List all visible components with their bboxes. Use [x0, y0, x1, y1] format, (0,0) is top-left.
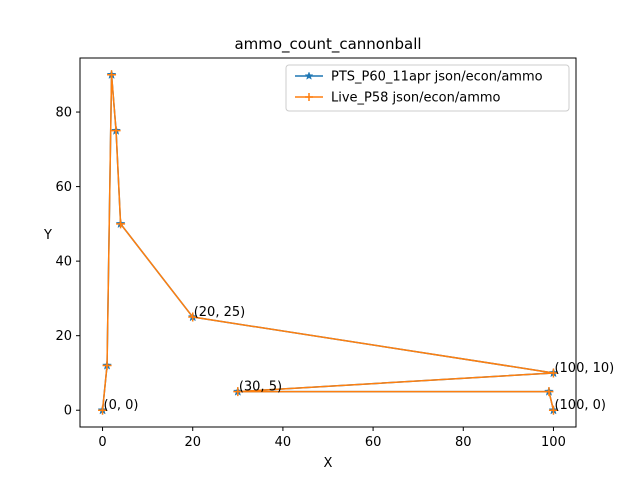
series-line: [101, 74, 555, 411]
y-tick-label: 80: [55, 106, 72, 121]
plot-frame: [79, 57, 577, 428]
chart-title: ammo_count_cannonball: [234, 35, 421, 54]
legend: PTS_P60_11apr json/econ/ammo Live_P58 jso…: [285, 64, 570, 112]
legend-item: PTS_P60_11apr json/econ/ammo: [295, 70, 543, 85]
legend-item: Live_P58 json/econ/ammo: [295, 91, 501, 106]
data-point-plus: [107, 70, 117, 80]
y-tick-label: 40: [55, 255, 72, 270]
legend-label: Live_P58 json/econ/ammo: [331, 91, 501, 106]
data-point-star: [304, 71, 314, 80]
series-2: [98, 70, 558, 415]
data-point-plus: [116, 219, 126, 229]
x-tick-label: 20: [184, 435, 201, 450]
y-tick-label: 20: [55, 329, 72, 344]
point-annotation: (100, 0): [554, 398, 606, 413]
data-point-plus: [102, 361, 112, 370]
data-point-plus: [548, 368, 558, 378]
data-point-plus: [111, 126, 121, 136]
point-annotation: (30, 5): [239, 380, 282, 395]
y-tick-label: 0: [64, 404, 72, 419]
plot-area: (0, 0) (20, 25) (100, 10) (30, 5) (100, 0): [97, 69, 614, 415]
data-point-plus: [305, 93, 313, 101]
data-point-plus: [98, 405, 108, 415]
data-point-plus: [544, 387, 554, 397]
x-tick-label: 40: [275, 435, 292, 450]
point-annotation: (0, 0): [104, 398, 139, 413]
x-tick-label: 60: [365, 435, 382, 450]
y-tick-label: 60: [55, 180, 72, 195]
point-annotation: (20, 25): [194, 305, 246, 320]
legend-box: [285, 64, 570, 112]
y-axis: 0 20 40 60 80: [55, 106, 80, 419]
x-axis-label: X: [324, 456, 333, 471]
x-axis: 0 20 40 60 80 100: [98, 427, 566, 450]
y-axis-label: Y: [43, 228, 52, 243]
legend-label: PTS_P60_11apr json/econ/ammo: [331, 70, 543, 85]
series-line: [101, 74, 555, 411]
data-point-plus: [188, 312, 198, 322]
x-tick-label: 80: [455, 435, 472, 450]
x-tick-label: 100: [541, 435, 566, 450]
data-point-plus: [233, 387, 243, 397]
x-tick-label: 0: [98, 435, 106, 450]
data-point-plus: [548, 405, 558, 415]
point-annotation: (100, 10): [554, 361, 614, 376]
